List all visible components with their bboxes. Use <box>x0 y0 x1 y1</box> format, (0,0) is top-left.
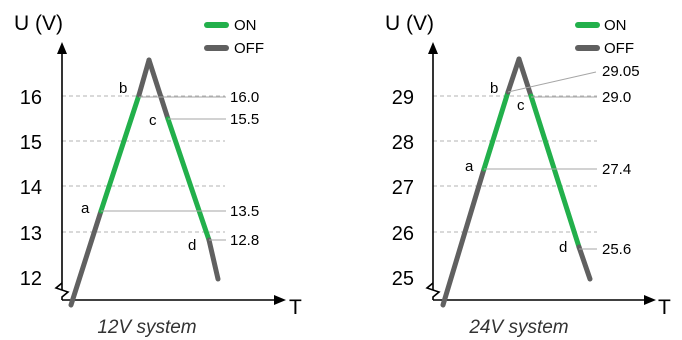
curve-off-peak-up <box>136 57 152 98</box>
value-label-b: 29.05 <box>602 63 640 80</box>
axis-break-icon <box>54 282 70 300</box>
point-label-b: b <box>490 80 498 97</box>
ytick-label: 15 <box>20 132 42 154</box>
point-label-c: c <box>149 112 157 129</box>
curve-on-rise <box>481 89 511 172</box>
ytick-label: 14 <box>20 177 42 199</box>
point-label-a: a <box>81 200 90 217</box>
point-label-c: c <box>517 97 525 114</box>
y-axis-arrow <box>428 42 438 54</box>
point-label-b: b <box>119 80 127 97</box>
value-label-d: 12.8 <box>230 232 259 249</box>
panel-12v: 16 15 14 13 12 U (V) T b c a d 16.0 15.5… <box>14 12 302 338</box>
curve-off-fall <box>576 244 593 282</box>
legend-off-label: OFF <box>604 40 634 57</box>
curve-off-peak-down <box>516 56 534 99</box>
curve-off-rise <box>68 208 104 308</box>
y-axis-label: U (V) <box>14 12 63 35</box>
y-axis-label: U (V) <box>385 12 434 35</box>
ytick-label: 26 <box>392 223 414 245</box>
curve-off-rise <box>440 166 487 308</box>
curve-on-fall <box>528 93 582 250</box>
ytick-label: 27 <box>392 177 414 199</box>
ytick-label: 16 <box>20 87 42 109</box>
value-label-b: 16.0 <box>230 89 259 106</box>
point-label-d: d <box>559 239 567 256</box>
value-label-d: 25.6 <box>602 241 631 258</box>
curve-off-fall <box>206 237 221 282</box>
y-axis-arrow <box>57 42 67 54</box>
legend-off-label: OFF <box>234 40 264 57</box>
leader-b <box>507 71 597 93</box>
value-label-a: 27.4 <box>602 161 631 178</box>
curve-on-rise <box>98 92 142 214</box>
legend-on-label: ON <box>234 17 257 34</box>
curve-off-peak-up <box>505 56 522 95</box>
ytick-label: 28 <box>392 132 414 154</box>
x-axis-label: T <box>289 296 302 319</box>
point-label-a: a <box>465 158 474 175</box>
caption-24v: 24V system <box>468 317 568 338</box>
ytick-label: 25 <box>392 268 414 290</box>
x-axis-label: T <box>658 296 671 319</box>
legend-on-label: ON <box>604 17 627 34</box>
curve-on-fall <box>165 116 212 243</box>
value-label-c: 15.5 <box>230 111 259 128</box>
x-axis-arrow <box>644 295 656 305</box>
panel-24v: 29 28 27 26 25 U (V) T b c a d 29.05 29.… <box>385 12 671 338</box>
ytick-label: 13 <box>20 223 42 245</box>
value-label-c: 29.0 <box>602 89 631 106</box>
caption-12v: 12V system <box>97 317 196 338</box>
point-label-d: d <box>188 237 196 254</box>
curve-off-peak-down <box>146 57 171 122</box>
ytick-label: 12 <box>20 268 42 290</box>
ytick-label: 29 <box>392 87 414 109</box>
x-axis-arrow <box>274 295 286 305</box>
value-label-a: 13.5 <box>230 203 259 220</box>
axis-break-icon <box>425 282 441 300</box>
